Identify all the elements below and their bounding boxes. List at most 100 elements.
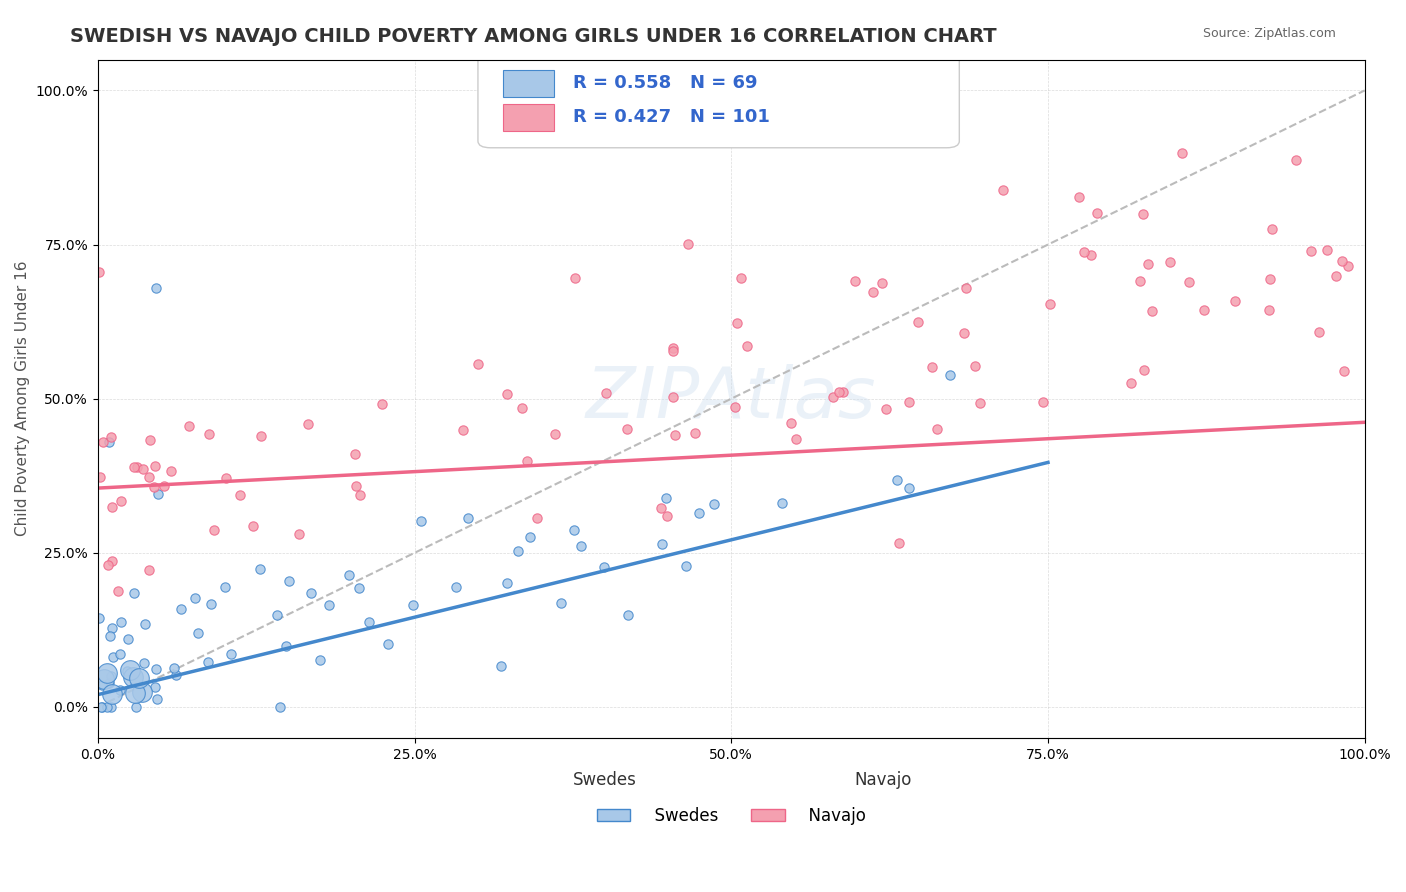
Point xyxy=(955,281,977,295)
Point xyxy=(89,470,111,484)
Point xyxy=(179,418,201,433)
Bar xyxy=(503,70,554,97)
Point xyxy=(249,428,271,442)
Point xyxy=(1333,364,1355,378)
Point xyxy=(735,339,758,353)
Point xyxy=(101,500,124,515)
Point xyxy=(779,416,801,430)
Point xyxy=(688,506,710,520)
Point xyxy=(128,671,150,685)
Point xyxy=(118,663,141,677)
Point xyxy=(347,581,370,595)
Point xyxy=(510,401,533,416)
Point xyxy=(1159,255,1181,269)
Text: Swedes: Swedes xyxy=(572,772,637,789)
Point xyxy=(125,700,148,714)
Point xyxy=(402,598,425,612)
Point xyxy=(1119,376,1142,391)
Point xyxy=(1324,269,1347,284)
Point xyxy=(197,655,219,669)
Point xyxy=(349,488,371,502)
Point xyxy=(1073,245,1095,260)
Point xyxy=(562,523,585,537)
Point xyxy=(730,271,752,285)
Point xyxy=(1260,272,1282,286)
Point xyxy=(785,432,807,446)
Legend:   Swedes,   Navajo: Swedes, Navajo xyxy=(591,800,872,831)
Point xyxy=(266,607,288,622)
Point xyxy=(221,647,243,661)
Point xyxy=(163,661,186,675)
Point xyxy=(939,368,962,383)
Point xyxy=(93,672,115,686)
Point xyxy=(143,680,166,694)
Point xyxy=(242,519,264,533)
Point xyxy=(299,586,322,600)
Point xyxy=(467,357,489,371)
Point xyxy=(564,271,586,285)
Point xyxy=(662,390,685,404)
Point xyxy=(617,607,640,622)
Point xyxy=(661,344,683,359)
Point xyxy=(132,656,155,670)
Point xyxy=(1032,394,1054,409)
Point xyxy=(664,428,686,442)
Point xyxy=(108,647,131,661)
Point xyxy=(115,665,138,679)
Point xyxy=(595,385,617,400)
Point xyxy=(451,423,474,437)
Point xyxy=(862,285,884,299)
Point xyxy=(269,700,291,714)
Point xyxy=(1136,257,1159,271)
Point xyxy=(165,668,187,682)
Point xyxy=(98,629,121,643)
Point xyxy=(370,397,392,411)
Point xyxy=(110,494,132,508)
Point xyxy=(544,427,567,442)
Point xyxy=(678,237,700,252)
Point xyxy=(1133,363,1156,377)
Text: SWEDISH VS NAVAJO CHILD POVERTY AMONG GIRLS UNDER 16 CORRELATION CHART: SWEDISH VS NAVAJO CHILD POVERTY AMONG GI… xyxy=(70,27,997,45)
Point xyxy=(145,281,167,295)
Point xyxy=(97,558,120,573)
Point xyxy=(965,359,987,373)
Point xyxy=(1299,244,1322,258)
Point xyxy=(122,670,145,684)
Point xyxy=(143,458,166,473)
Point xyxy=(184,591,207,606)
Point xyxy=(339,567,361,582)
Point xyxy=(87,265,110,279)
Point xyxy=(110,615,132,629)
Point xyxy=(90,700,112,714)
Point xyxy=(411,514,433,528)
Point xyxy=(215,471,238,485)
Point xyxy=(770,496,793,510)
Point xyxy=(100,554,122,568)
Point xyxy=(249,562,271,576)
Point xyxy=(823,390,845,404)
Point xyxy=(650,500,672,515)
Point xyxy=(100,430,122,444)
Point xyxy=(198,427,221,442)
Point xyxy=(550,596,572,610)
Point xyxy=(1330,253,1353,268)
Point xyxy=(1039,297,1062,311)
Point xyxy=(97,434,120,449)
Point xyxy=(344,479,367,493)
Point xyxy=(96,700,118,714)
Point xyxy=(96,665,118,680)
Point xyxy=(703,497,725,511)
Point xyxy=(124,686,146,700)
Point xyxy=(187,626,209,640)
Point xyxy=(495,576,517,591)
Point xyxy=(844,274,866,288)
Point xyxy=(723,400,745,414)
Text: R = 0.427   N = 101: R = 0.427 N = 101 xyxy=(574,108,770,127)
Point xyxy=(277,574,299,588)
Point xyxy=(132,461,155,475)
Point xyxy=(870,276,893,290)
Point xyxy=(1316,243,1339,257)
Point xyxy=(1067,190,1090,204)
Point xyxy=(616,422,638,436)
Point xyxy=(122,459,145,474)
